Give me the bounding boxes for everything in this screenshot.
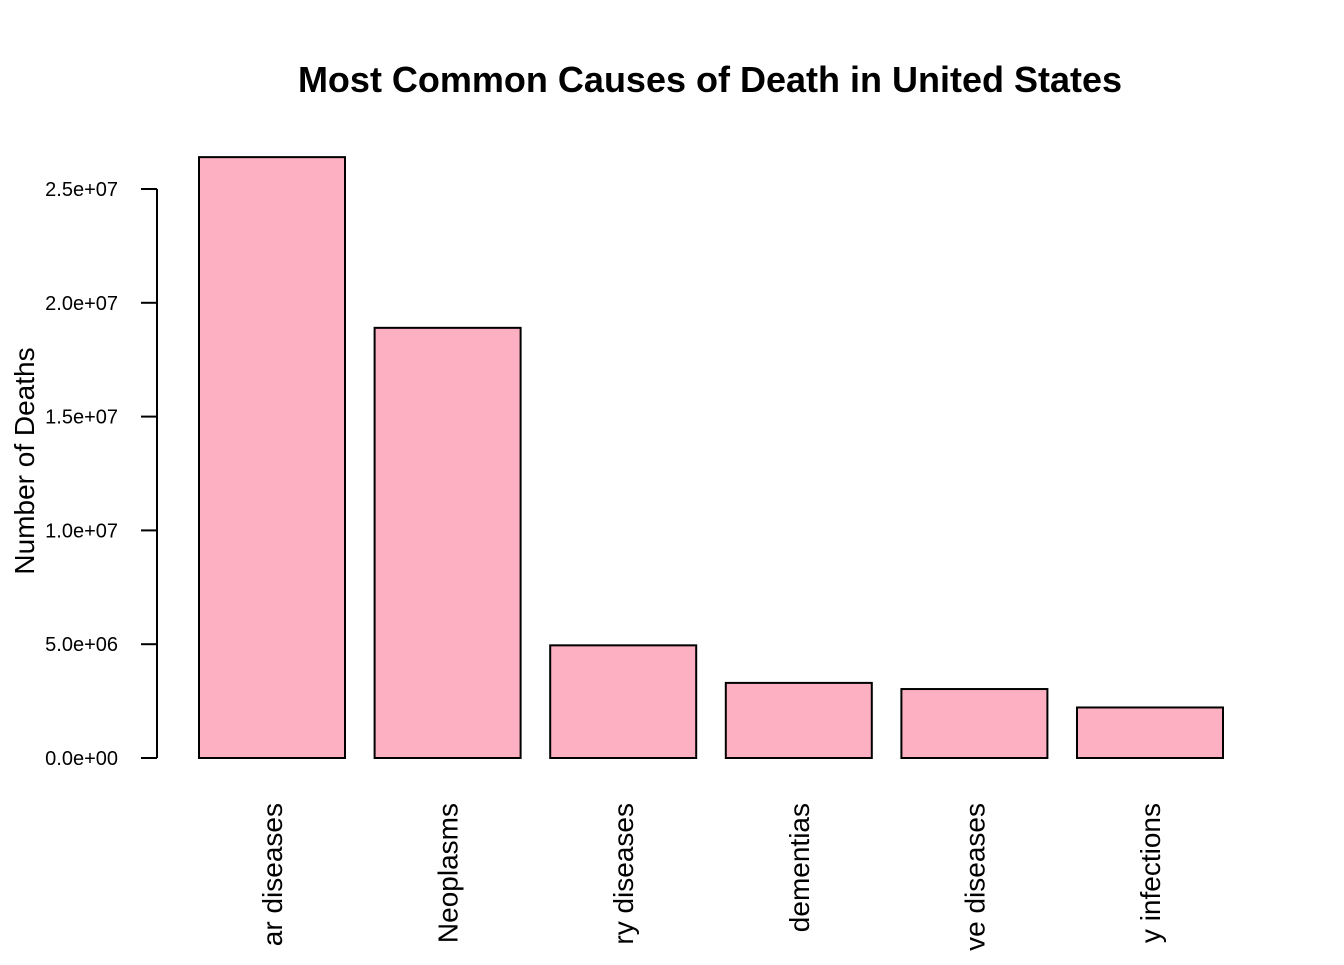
x-tick-labels: ar diseases Neoplasms ry diseases dementias… xyxy=(257,803,1166,951)
y-axis-label: Number of Deaths xyxy=(9,347,40,574)
x-tick-label: ar diseases xyxy=(257,803,288,946)
y-tick-label: 0.0e+00 xyxy=(45,748,118,770)
x-tick-label: ve diseases xyxy=(959,803,990,951)
bar xyxy=(1076,706,1224,759)
x-tick-label: Neoplasms xyxy=(433,803,464,943)
y-tick-label: 2.5e+07 xyxy=(45,179,118,201)
bar xyxy=(549,644,698,760)
bar xyxy=(900,688,1049,759)
x-tick-label: ry diseases xyxy=(608,803,639,945)
y-tick-label: 2.0e+07 xyxy=(45,293,118,315)
y-tick-label: 5.0e+06 xyxy=(45,634,118,656)
x-tick-label: dementias xyxy=(784,803,815,932)
y-axis: 0.0e+00 5.0e+06 1.0e+07 1.5e+07 2.0e+07 2.5e+… xyxy=(45,179,158,770)
y-tick-label: 1.0e+07 xyxy=(45,520,118,542)
y-tick-label: 1.5e+07 xyxy=(45,407,118,429)
bar xyxy=(724,681,873,760)
bars-group xyxy=(198,156,1224,760)
bar xyxy=(373,326,522,759)
x-tick-label: y infections xyxy=(1135,803,1166,943)
bar xyxy=(198,156,346,760)
chart-title: Most Common Causes of Death in United St… xyxy=(298,59,1122,100)
